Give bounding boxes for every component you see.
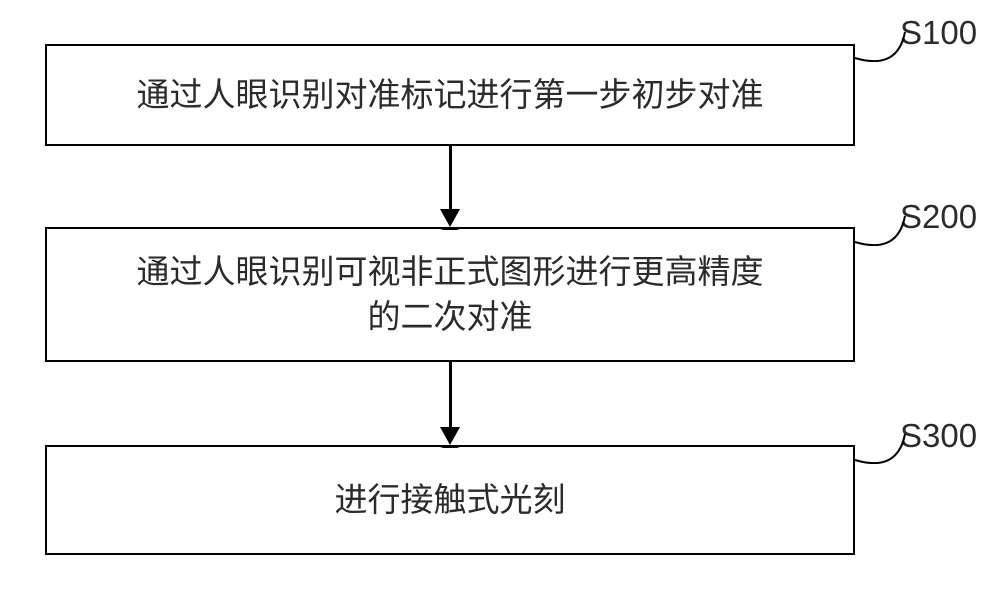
step-label-s300: S300 [900,417,977,455]
arrow-shaft-1 [449,362,452,427]
step-label-s100: S100 [900,14,977,52]
step-box-s300: 进行接触式光刻 [45,445,855,555]
arrow-shaft-0 [449,146,452,209]
arrow-head-icon [440,209,460,230]
step-box-s200: 通过人眼识别可视非正式图形进行更高精度 的二次对准 [45,227,855,362]
step-label-s200: S200 [900,198,977,236]
step-text-s100: 通过人眼识别对准标记进行第一步初步对准 [137,73,764,118]
step-text-s200: 通过人眼识别可视非正式图形进行更高精度 的二次对准 [137,250,764,339]
label-connector-s100 [851,28,909,62]
flowchart-canvas: 通过人眼识别对准标记进行第一步初步对准 S100 通过人眼识别可视非正式图形进行更高… [0,0,1000,597]
arrow-head-icon [440,427,460,448]
label-connector-s300 [851,430,909,464]
step-text-s300: 进行接触式光刻 [335,478,566,523]
label-connector-s200 [851,212,909,246]
step-box-s100: 通过人眼识别对准标记进行第一步初步对准 [45,44,855,146]
